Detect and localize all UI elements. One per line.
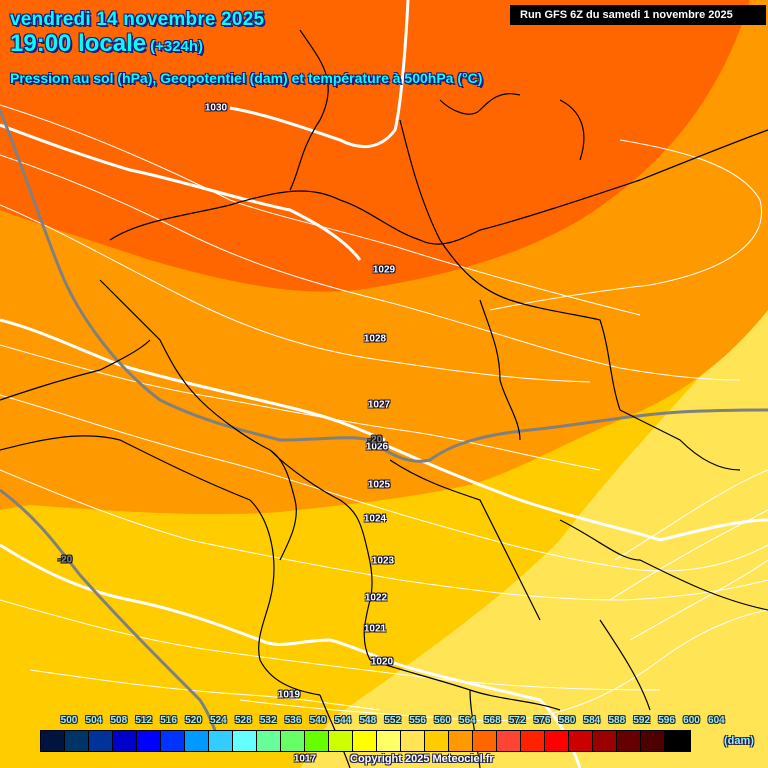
legend-swatch bbox=[137, 731, 161, 751]
legend-swatch bbox=[41, 731, 65, 751]
isobar-label: 1025 bbox=[367, 479, 391, 491]
country-borders bbox=[0, 29, 768, 768]
legend-unit: (dam) bbox=[724, 735, 754, 747]
isobar-label: 1021 bbox=[363, 623, 387, 635]
legend-swatch bbox=[449, 731, 473, 751]
legend-swatch bbox=[497, 731, 521, 751]
forecast-local-time: 19:00 locale bbox=[10, 30, 147, 57]
legend-tick: 504 bbox=[85, 715, 103, 726]
legend-tick: 592 bbox=[633, 715, 651, 726]
legend-tick: 512 bbox=[135, 715, 153, 726]
legend-tick: 552 bbox=[384, 715, 402, 726]
legend-tick: 508 bbox=[110, 715, 128, 726]
legend-swatch bbox=[185, 731, 209, 751]
legend-tick: 560 bbox=[434, 715, 451, 726]
legend-swatch bbox=[161, 731, 185, 751]
legend-swatch bbox=[425, 731, 449, 751]
forecast-date: vendredi 14 novembre 2025 bbox=[10, 9, 265, 30]
color-scale-legend bbox=[40, 730, 691, 752]
isobar-label: 1027 bbox=[367, 399, 391, 411]
legend-tick: 548 bbox=[359, 715, 377, 726]
legend-tick: 528 bbox=[234, 715, 252, 726]
legend-tick: 588 bbox=[608, 715, 626, 726]
legend-tick: 572 bbox=[508, 715, 526, 726]
legend-tick: 544 bbox=[334, 715, 352, 726]
legend-swatch bbox=[209, 731, 233, 751]
isobar-label: 1020 bbox=[370, 656, 394, 668]
isotherm-label: -20 bbox=[367, 434, 383, 446]
legend-tick: 580 bbox=[558, 715, 576, 726]
legend-swatch bbox=[521, 731, 545, 751]
legend-tick: 576 bbox=[533, 715, 551, 726]
legend-tick: 584 bbox=[583, 715, 601, 726]
legend-swatch bbox=[257, 731, 281, 751]
legend-swatch bbox=[569, 731, 593, 751]
isobar-label: 1030 bbox=[204, 102, 228, 114]
copyright-notice: Copyright 2025 Meteociel.fr bbox=[350, 753, 494, 765]
legend-swatch bbox=[89, 731, 113, 751]
isobar-label: 1023 bbox=[371, 555, 395, 567]
legend-swatch bbox=[113, 731, 137, 751]
isobar-label: 1026 bbox=[365, 441, 389, 453]
legend-tick: 536 bbox=[284, 715, 302, 726]
forecast-time: 19:00 locale (+324h) bbox=[10, 30, 203, 58]
legend-swatch bbox=[545, 731, 569, 751]
legend-tick: 500 bbox=[60, 715, 78, 726]
legend-tick: 600 bbox=[683, 715, 700, 726]
isobars-thin bbox=[0, 104, 768, 722]
legend-swatch bbox=[353, 731, 377, 751]
isotherms bbox=[0, 109, 768, 746]
legend-swatch bbox=[65, 731, 89, 751]
isobar-label: 1017 bbox=[293, 753, 317, 765]
forecast-lead-time: (+324h) bbox=[150, 38, 204, 55]
map-description: Pression au sol (hPa), Geopotentiel (dam… bbox=[10, 70, 483, 86]
legend-swatch bbox=[401, 731, 425, 751]
legend-swatch bbox=[641, 731, 665, 751]
legend-tick: 520 bbox=[185, 715, 202, 726]
isotherm-label: -20 bbox=[57, 554, 73, 566]
isobar-label: 1019 bbox=[277, 689, 301, 701]
legend-swatch bbox=[665, 731, 690, 751]
legend-swatch bbox=[617, 731, 641, 751]
model-run-info: Run GFS 6Z du samedi 1 novembre 2025 bbox=[510, 5, 766, 25]
isobar-label: 1029 bbox=[372, 264, 396, 276]
legend-tick: 596 bbox=[658, 715, 675, 726]
legend-tick: 564 bbox=[459, 715, 476, 726]
legend-swatch bbox=[593, 731, 617, 751]
legend-swatch bbox=[329, 731, 353, 751]
legend-tick: 604 bbox=[708, 715, 725, 726]
isobar-label: 1028 bbox=[363, 333, 387, 345]
legend-tick: 532 bbox=[259, 715, 277, 726]
legend-swatch bbox=[233, 731, 257, 751]
legend-tick: 568 bbox=[483, 715, 501, 726]
legend-tick: 524 bbox=[210, 715, 227, 726]
legend-tick: 556 bbox=[409, 715, 426, 726]
legend-tick: 540 bbox=[309, 715, 327, 726]
isobar-label: 1024 bbox=[363, 513, 387, 525]
legend-swatch bbox=[473, 731, 497, 751]
legend-swatch bbox=[305, 731, 329, 751]
legend-swatch bbox=[377, 731, 401, 751]
legend-tick: 516 bbox=[160, 715, 177, 726]
legend-swatch bbox=[281, 731, 305, 751]
isobar-label: 1022 bbox=[364, 592, 388, 604]
